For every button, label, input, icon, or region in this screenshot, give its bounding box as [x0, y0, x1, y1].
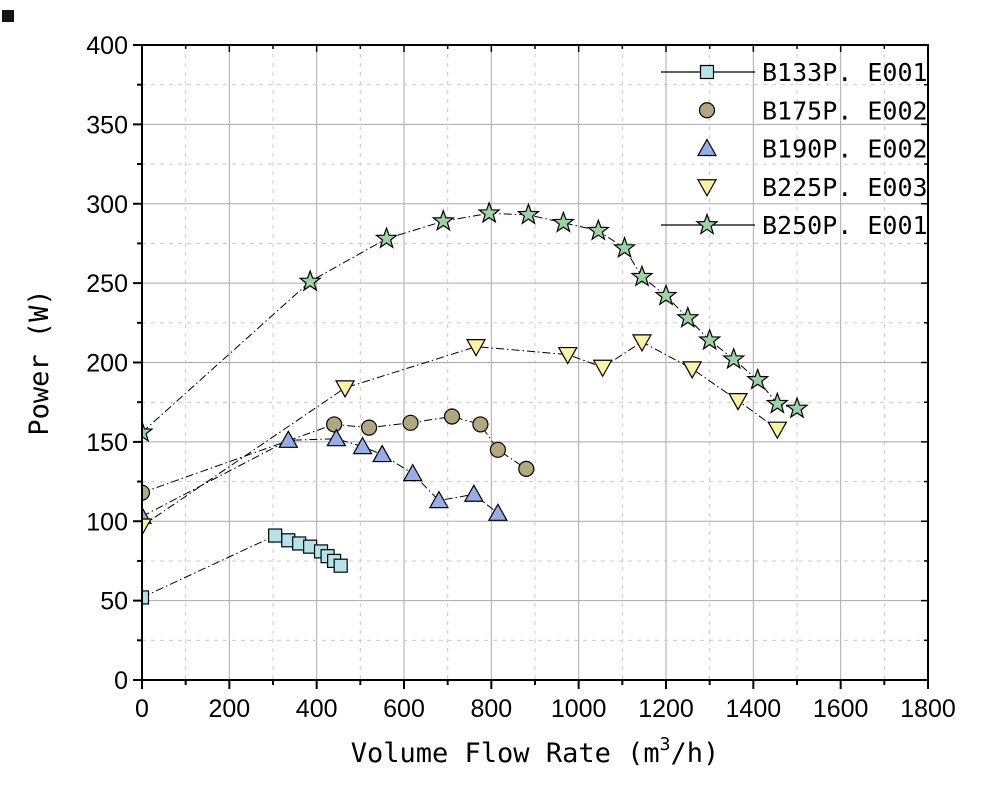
- x-tick-label: 1400: [726, 695, 782, 723]
- gridlines: [142, 45, 928, 680]
- series-b250p-e001: [141, 200, 809, 443]
- y-tick-label: 100: [86, 508, 128, 536]
- legend-label: B190P. E002: [762, 135, 928, 164]
- x-tick-label: 200: [208, 695, 250, 723]
- x-tick-label: 1000: [551, 695, 607, 723]
- y-axis-title: Power (W): [24, 289, 55, 435]
- x-axis-title: Volume Flow Rate (m3/h): [351, 734, 719, 769]
- legend-item-b190p-e002: B190P. E002: [696, 135, 928, 164]
- x-tick-label: 1800: [900, 695, 956, 723]
- legend-label: B175P. E002: [762, 96, 928, 125]
- legend-item-b133p-e001: B133P. E001: [661, 58, 928, 87]
- legend-label: B225P. E003: [762, 173, 928, 202]
- y-tick-label: 50: [100, 588, 128, 616]
- y-tick-label: 150: [86, 429, 128, 457]
- y-tick-label: 0: [114, 667, 128, 695]
- tick-labels: 0 200 400 600 800 1000 1200 1400 1600 1800 0 50 100 1…: [86, 32, 956, 723]
- y-tick-label: 200: [86, 350, 128, 378]
- legend-item-b225p-e003: B225P. E003: [696, 173, 928, 202]
- series-b133p-e001: [141, 528, 348, 605]
- legend-item-b175p-e002: B175P. E002: [698, 96, 928, 125]
- y-tick-label: 300: [86, 191, 128, 219]
- x-tick-label: 0: [135, 695, 149, 723]
- screen-corner-artifact: [2, 10, 14, 22]
- series-b175p-e002: [141, 408, 535, 501]
- axis-ticks: [133, 44, 929, 689]
- legend-label: B133P. E001: [762, 58, 928, 87]
- x-tick-label: 1200: [638, 695, 694, 723]
- x-tick-label: 400: [296, 695, 338, 723]
- x-tick-label: 600: [383, 695, 425, 723]
- legend-label: B250P. E001: [762, 211, 928, 240]
- x-tick-label: 800: [470, 695, 512, 723]
- legend-item-b250p-e001: B250P. E001: [661, 211, 928, 240]
- y-tick-label: 250: [86, 270, 128, 298]
- legend: B133P. E001 B175P. E002 B190P. E002 B225P. …: [661, 58, 928, 240]
- x-tick-label: 1600: [813, 695, 869, 723]
- y-tick-label: 350: [86, 111, 128, 139]
- series-b225p-e003: [141, 334, 788, 537]
- y-tick-label: 400: [86, 32, 128, 60]
- series-b190p-e002: [141, 428, 508, 525]
